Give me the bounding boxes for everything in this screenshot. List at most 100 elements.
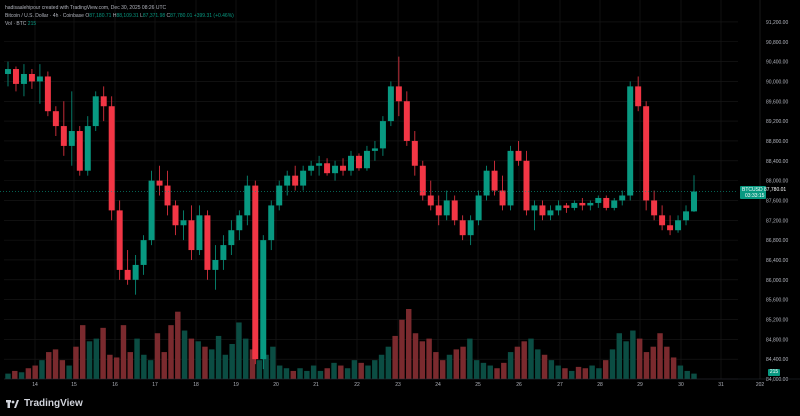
candle-body bbox=[651, 200, 658, 216]
volume-bar bbox=[385, 346, 392, 379]
volume-bar bbox=[86, 341, 93, 379]
candle-body bbox=[148, 180, 155, 241]
ohlc-close: 87,780.01 bbox=[170, 13, 193, 19]
time-tick-label: 28 bbox=[597, 382, 603, 388]
price-tick-label: 89,200.00 bbox=[766, 119, 788, 125]
volume-bar bbox=[202, 346, 208, 379]
time-tick-label: 31 bbox=[718, 382, 724, 388]
candle-body bbox=[531, 205, 538, 211]
volume-bar bbox=[66, 365, 72, 379]
volume-bar bbox=[616, 333, 623, 379]
volume-bar bbox=[677, 365, 684, 379]
price-tick-label: 91,200.00 bbox=[766, 20, 788, 26]
candle-body bbox=[579, 202, 586, 206]
candle-body bbox=[563, 205, 570, 208]
candle-body bbox=[355, 155, 362, 169]
candle-body bbox=[164, 185, 171, 206]
candle-body bbox=[443, 200, 450, 216]
candle-body bbox=[268, 205, 275, 241]
volume-bar bbox=[270, 346, 276, 379]
time-tick-label: 15 bbox=[71, 382, 77, 388]
candle-body bbox=[371, 148, 378, 151]
candle-body bbox=[20, 73, 27, 84]
candle-body bbox=[116, 210, 123, 270]
volume-bar bbox=[12, 370, 18, 379]
volume-bar bbox=[535, 349, 541, 379]
candle-body bbox=[180, 220, 187, 226]
candle-body bbox=[611, 200, 618, 208]
price-tick-label: 84,400.00 bbox=[766, 357, 788, 363]
volume-bar bbox=[46, 352, 52, 379]
price-tick-label: 88,000.00 bbox=[766, 179, 788, 185]
candle-body bbox=[140, 240, 147, 265]
volume-bar bbox=[229, 344, 235, 379]
price-tick-label: 86,800.00 bbox=[766, 238, 788, 244]
candle-body bbox=[108, 106, 115, 211]
volume-bar bbox=[168, 325, 174, 379]
volume-bar bbox=[528, 338, 534, 379]
volume-bar bbox=[79, 325, 86, 379]
volume-bar bbox=[100, 327, 106, 379]
volume-bar bbox=[548, 360, 555, 379]
candle-body bbox=[212, 259, 219, 270]
candle-body bbox=[467, 220, 474, 236]
candle-body bbox=[451, 200, 458, 221]
price-tick-label: 90,800.00 bbox=[766, 40, 788, 46]
volume-bar bbox=[623, 341, 629, 379]
time-tick-label: 23 bbox=[395, 382, 401, 388]
candle-body bbox=[395, 86, 402, 102]
candle-body bbox=[36, 76, 43, 82]
candle-body bbox=[228, 230, 235, 246]
ohlc-low-label: L bbox=[140, 13, 143, 19]
candle-body bbox=[403, 101, 410, 141]
candle-body bbox=[316, 163, 323, 166]
volume-bar bbox=[473, 360, 480, 379]
price-tick-label: 84,000.00 bbox=[766, 377, 788, 383]
volume-bar bbox=[331, 362, 337, 379]
volume-bar bbox=[52, 349, 59, 379]
time-tick-label: 18 bbox=[193, 382, 199, 388]
volume-bar bbox=[276, 365, 283, 379]
volume-bar bbox=[684, 370, 690, 379]
candle-body bbox=[188, 220, 195, 251]
price-candles bbox=[5, 56, 697, 370]
time-tick-label: 16 bbox=[112, 382, 118, 388]
volume-bar bbox=[134, 338, 140, 379]
volume-bar bbox=[433, 352, 439, 379]
volume-bar bbox=[365, 365, 371, 379]
candle-body bbox=[300, 170, 307, 186]
volume-bar bbox=[602, 360, 609, 379]
candle-body bbox=[475, 195, 482, 221]
candle-body bbox=[124, 269, 131, 280]
time-tick-label: 14 bbox=[32, 382, 38, 388]
candle-body bbox=[667, 225, 674, 231]
volume-bar bbox=[209, 349, 215, 379]
price-tick-label: 89,600.00 bbox=[766, 99, 788, 105]
ohlc-high: 88,109.31 bbox=[116, 13, 139, 19]
volume-bar bbox=[161, 352, 167, 379]
tradingview-logo[interactable]: TradingView bbox=[6, 398, 83, 409]
volume-bar bbox=[120, 325, 127, 379]
time-tick-label: 25 bbox=[475, 382, 481, 388]
candle-body bbox=[507, 150, 514, 206]
volume-bar bbox=[467, 338, 473, 379]
volume-label[interactable]: Vol · BTC bbox=[5, 21, 27, 27]
volume-bar bbox=[107, 354, 113, 379]
candle-body bbox=[419, 165, 426, 196]
candle-body bbox=[491, 170, 498, 191]
symbol-title[interactable]: Bitcoin / U.S. Dollar · 4h · Coinbase bbox=[5, 13, 84, 19]
volume-bar bbox=[59, 360, 66, 379]
volume-bar bbox=[378, 354, 385, 379]
volume-bar bbox=[358, 362, 364, 379]
volume-bar bbox=[691, 373, 697, 379]
price-tick-label: 90,000.00 bbox=[766, 79, 788, 85]
volume-bar bbox=[222, 354, 229, 379]
volume-bar bbox=[609, 349, 616, 379]
volume-bar bbox=[412, 333, 419, 379]
ohlc-open-label: O bbox=[85, 13, 90, 19]
volume-bar bbox=[18, 372, 25, 379]
candle-body bbox=[571, 202, 578, 208]
time-tick-label: 19 bbox=[233, 382, 239, 388]
candle-body bbox=[204, 215, 211, 270]
